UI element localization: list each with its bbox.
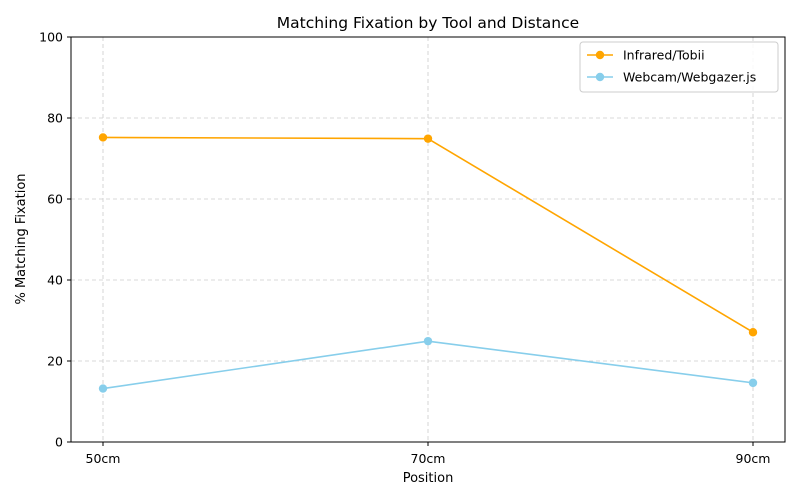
tick-labels: 50cm 70cm 90cm 0 20 40 60 80 100 xyxy=(39,30,770,467)
legend: Infrared/Tobii Webcam/Webgazer.js xyxy=(579,41,779,93)
legend-box xyxy=(579,41,779,93)
legend-items: Infrared/Tobii Webcam/Webgazer.js xyxy=(587,48,756,85)
y-tick-label: 100 xyxy=(39,30,63,45)
legend-label: Infrared/Tobii xyxy=(623,48,705,63)
grid xyxy=(71,36,785,443)
x-tick-label: 70cm xyxy=(411,451,446,466)
axes xyxy=(67,36,786,446)
data-point xyxy=(98,384,108,393)
y-axis-label: % Matching Fixation xyxy=(14,173,29,304)
y-tick-label: 40 xyxy=(47,273,63,288)
data-point xyxy=(748,378,758,388)
y-tick-label: 0 xyxy=(55,435,63,450)
data-point xyxy=(98,133,108,142)
series-infrared-tobii xyxy=(98,133,758,337)
legend-label: Webcam/Webgazer.js xyxy=(623,70,756,85)
data-point xyxy=(423,336,433,346)
x-tick-label: 50cm xyxy=(86,451,121,466)
data-point xyxy=(423,134,433,143)
legend-marker xyxy=(595,50,605,60)
legend-marker xyxy=(595,72,605,82)
x-axis-label: Position xyxy=(403,471,454,486)
x-tick-label: 90cm xyxy=(736,451,771,466)
series-webcam-webgazer-js xyxy=(98,336,758,393)
y-tick-label: 60 xyxy=(47,192,63,207)
y-tick-label: 80 xyxy=(47,111,63,126)
y-tick-label: 20 xyxy=(47,354,63,369)
chart-title: Matching Fixation by Tool and Distance xyxy=(277,14,579,32)
series-group xyxy=(98,133,758,393)
data-point xyxy=(748,328,758,337)
